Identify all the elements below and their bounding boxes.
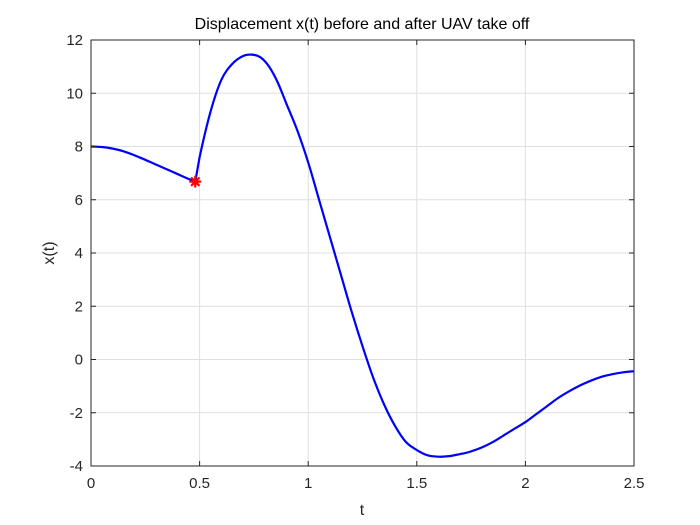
- y-axis-label: x(t): [41, 241, 58, 264]
- x-tick-label: 1: [304, 475, 312, 492]
- marker-layer: [189, 175, 202, 188]
- y-tick-label: 0: [75, 352, 83, 369]
- y-tick-label: -4: [70, 458, 83, 475]
- marker-core: [192, 178, 199, 185]
- y-tick-label: 6: [75, 192, 83, 209]
- series-layer: [90, 53, 635, 458]
- y-tick-label: 8: [75, 139, 83, 156]
- y-tick-label: 10: [66, 85, 83, 102]
- takeoff-marker: [189, 175, 202, 188]
- chart-title: Displacement x(t) before and after UAV t…: [195, 16, 530, 33]
- y-tick-label: 12: [66, 32, 83, 49]
- x-tick-label: 2: [521, 475, 529, 492]
- x-tick-label: 0.5: [189, 475, 210, 492]
- y-tick-label: -2: [70, 405, 83, 422]
- x-tick-label: 1.5: [406, 475, 427, 492]
- x-tick-label: 0: [87, 475, 95, 492]
- y-tick-label: 2: [75, 298, 83, 315]
- ticks: [90, 39, 635, 467]
- y-tick-label: 4: [75, 245, 83, 262]
- series-line: [90, 53, 635, 458]
- x-tick-labels: 0 0.5 1 1.5 2 2.5: [87, 475, 645, 492]
- x-axis-label: t: [360, 502, 365, 519]
- y-tick-labels: -4 -2 0 2 4 6 8 10 12: [66, 32, 83, 475]
- x-tick-label: 2.5: [624, 475, 645, 492]
